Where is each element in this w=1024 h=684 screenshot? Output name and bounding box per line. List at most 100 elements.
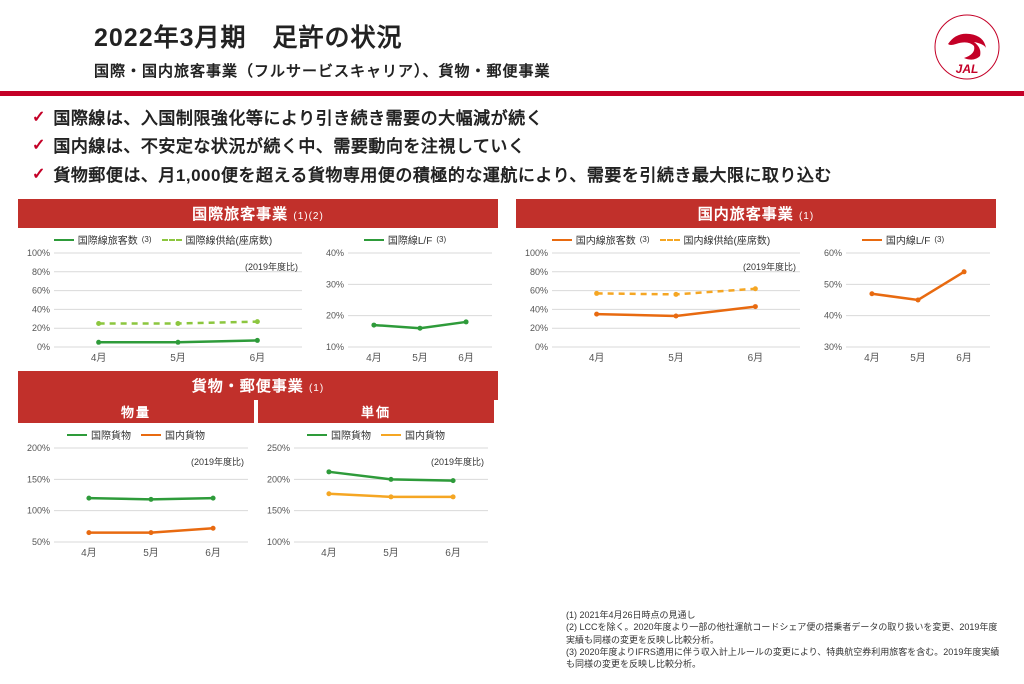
svg-text:4月: 4月 [366,352,382,364]
legend-label: 国内線旅客数 [576,232,636,247]
bullet-list: ✓ 国際線は、入国制限強化等により引き続き需要の大幅減が続く ✓ 国内線は、不安… [0,96,1024,199]
chart-legend: 国際貨物 国内貨物 [258,423,494,442]
banner-label: 貨物・郵便事業 [192,378,304,395]
svg-text:30%: 30% [824,342,842,352]
svg-text:5月: 5月 [170,352,186,364]
svg-text:6月: 6月 [445,547,461,559]
legend-item: 国際線供給(座席数) [162,232,273,247]
header: 2022年3月期 足許の状況 国際・国内旅客事業（フルサービスキャリア）、貨物・… [0,0,1024,87]
footnote: (3) 2020年度よりIFRS適用に伴う収入計上ルールの変更により、特典航空券… [566,646,1006,670]
legend-item: 国内貨物 [381,427,445,442]
section-banner: 国際旅客事業 (1)(2) [18,199,498,228]
svg-text:4月: 4月 [589,352,605,364]
legend-swatch [54,239,74,241]
svg-text:6月: 6月 [250,352,266,364]
chart-legend: 国際線旅客数 (3) 国際線供給(座席数) [18,228,308,247]
sub-banner-volume: 物量 [18,400,254,423]
svg-text:50%: 50% [32,537,50,547]
svg-text:5月: 5月 [668,352,684,364]
svg-text:30%: 30% [326,279,344,289]
check-icon: ✓ [32,134,45,160]
bullet-item: ✓ 国際線は、入国制限強化等により引き続き需要の大幅減が続く [32,106,992,132]
chart-dom-lf: 国内線L/F(3)30%40%50%60%4月5月6月 [810,228,996,365]
svg-text:20%: 20% [32,323,50,333]
bullet-text: 国際線は、入国制限強化等により引き続き需要の大幅減が続く [53,106,543,132]
section-cargo: 貨物・郵便事業 (1) 物量 国際貨物国内貨物50%100%150%200%4月… [18,371,498,560]
svg-text:150%: 150% [27,474,50,484]
chart-legend: 国内線L/F(3) [810,228,996,247]
svg-text:5月: 5月 [910,352,926,364]
svg-text:0%: 0% [535,342,548,352]
banner-label: 国際旅客事業 [192,206,288,223]
svg-text:4月: 4月 [81,547,97,559]
chart-legend: 国際線L/F (3) [312,228,498,247]
legend-item: 国際貨物 [67,427,131,442]
svg-text:JAL: JAL [956,62,979,76]
svg-text:5月: 5月 [412,352,428,364]
legend-item: 国内線旅客数(3) [552,232,650,247]
legend-item: 国際線L/F (3) [364,232,446,247]
legend-swatch [141,434,161,436]
legend-label: 国際線L/F [388,232,432,247]
bullet-text: 貨物郵便は、月1,000便を超える貨物専用便の積極的な運航により、需要を引続き最… [53,163,832,189]
svg-text:0%: 0% [37,342,50,352]
svg-text:100%: 100% [267,537,290,547]
svg-text:60%: 60% [32,286,50,296]
legend-item: 国内線L/F(3) [862,232,944,247]
legend-swatch [307,434,327,436]
ref-note-2019: (2019年度比) [245,260,298,273]
section-banner: 国内旅客事業 (1) [516,199,996,228]
bullet-item: ✓ 国内線は、不安定な状況が続く中、需要動向を注視していく [32,134,992,160]
check-icon: ✓ [32,106,45,132]
legend-sup: (3) [436,235,446,244]
ref-note-2019: (2019年度比) [743,260,796,273]
svg-text:50%: 50% [824,279,842,289]
svg-text:6月: 6月 [458,352,474,364]
legend-swatch [162,239,182,241]
bullet-item: ✓ 貨物郵便は、月1,000便を超える貨物専用便の積極的な運航により、需要を引続… [32,163,992,189]
chart-intl-lf: 国際線L/F(3)10%20%30%40%4月5月6月 [312,228,498,365]
check-icon: ✓ [32,163,45,189]
svg-text:6月: 6月 [956,352,972,364]
legend-label: 国内線供給(座席数) [684,232,771,247]
svg-text:80%: 80% [530,267,548,277]
svg-text:60%: 60% [530,286,548,296]
page-title: 2022年3月期 足許の状況 [94,18,1000,54]
legend-swatch [67,434,87,436]
svg-text:40%: 40% [32,304,50,314]
svg-text:4月: 4月 [321,547,337,559]
svg-text:200%: 200% [27,443,50,453]
legend-swatch [552,239,572,241]
chart-cargo-vol: 国際貨物国内貨物50%100%150%200%4月5月6月(2019年度比) [18,423,254,560]
sub-banner-price: 単価 [258,400,494,423]
legend-sup: (3) [142,235,152,244]
legend-swatch [862,239,882,241]
legend-label: 国際線旅客数 [78,232,138,247]
svg-text:40%: 40% [326,248,344,258]
charts-area: 国際旅客事業 (1)(2) 国際線旅客数 (3) 国際線供給(座席数) 0% 20% 40… [0,199,1024,560]
svg-text:10%: 10% [326,342,344,352]
chart-svg: 10%20%30%40%4月5月6月 [312,247,498,365]
svg-text:100%: 100% [27,506,50,516]
svg-text:200%: 200% [267,474,290,484]
legend-swatch [381,434,401,436]
footnote: (1) 2021年4月26日時点の見通し [566,609,1006,621]
svg-text:80%: 80% [32,267,50,277]
svg-text:40%: 40% [530,304,548,314]
section-intl-pax: 国際旅客事業 (1)(2) 国際線旅客数 (3) 国際線供給(座席数) 0% 20% 40… [18,199,498,365]
legend-label: 国内貨物 [405,427,445,442]
svg-text:100%: 100% [27,248,50,258]
legend-label: 国際貨物 [331,427,371,442]
legend-swatch [660,239,680,241]
svg-text:6月: 6月 [748,352,764,364]
chart-cargo-price: 国際貨物国内貨物100%150%200%250%4月5月6月(2019年度比) [258,423,494,560]
legend-item: 国内貨物 [141,427,205,442]
chart-intl-pax-vol: 国際線旅客数(3)国際線供給(座席数)0%20%40%60%80%100%4月5… [18,228,308,365]
legend-label: 国内貨物 [165,427,205,442]
legend-sup: (3) [934,235,944,244]
svg-text:40%: 40% [824,311,842,321]
chart-legend: 国内線旅客数(3) 国内線供給(座席数) [516,228,806,247]
legend-label: 国際貨物 [91,427,131,442]
legend-item: 国際貨物 [307,427,371,442]
svg-text:20%: 20% [530,323,548,333]
